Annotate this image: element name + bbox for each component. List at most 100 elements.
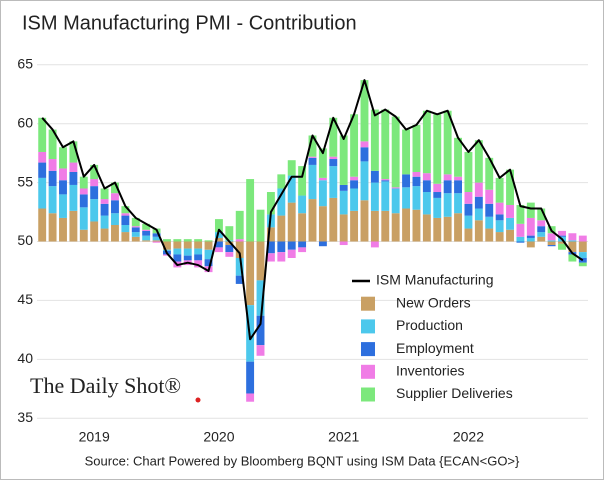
legend-swatch — [361, 296, 375, 311]
bar-segment — [547, 245, 556, 247]
y-tick-label: 35 — [17, 409, 33, 425]
legend-swatch — [361, 342, 375, 357]
bar-segment — [526, 217, 535, 236]
bar-segment — [568, 241, 577, 253]
bar-segment — [308, 199, 317, 242]
bar-segment — [464, 215, 473, 229]
watermark: The Daily Shot® — [30, 373, 181, 398]
bar-segment — [214, 241, 223, 248]
bar-segment — [287, 202, 296, 242]
bar-segment — [246, 393, 255, 402]
bar-segment — [246, 241, 255, 306]
bar-segment — [495, 214, 504, 221]
legend-label: Production — [396, 317, 463, 333]
legend-label: Supplier Deliveries — [396, 385, 513, 401]
bar-segment — [121, 213, 130, 216]
bar-segment — [318, 177, 327, 181]
bar-segment — [516, 236, 525, 242]
bar-segment — [298, 241, 307, 248]
bar-segment — [422, 173, 431, 181]
bar-segment — [318, 241, 327, 247]
bar-segment — [318, 148, 327, 178]
bar-segment — [38, 117, 47, 152]
bar-segment — [381, 109, 390, 180]
bar-segment — [391, 213, 400, 242]
x-tick-label: 2020 — [203, 429, 234, 445]
bar-segment — [339, 135, 348, 185]
bar-segment — [38, 208, 47, 242]
bar-segment — [558, 230, 566, 236]
bar-segment — [370, 182, 379, 211]
bar-segment — [235, 257, 244, 276]
lines — [41, 79, 584, 341]
line — [41, 79, 584, 341]
bar-segment — [183, 248, 192, 256]
bar-segment — [131, 227, 140, 233]
bar-segment — [578, 257, 587, 263]
bar-segment — [422, 192, 431, 215]
bar-segment — [48, 129, 57, 160]
bar-segment — [204, 241, 213, 250]
bar-segment — [537, 208, 546, 221]
bar-segment — [350, 210, 359, 242]
bar-segment — [443, 180, 452, 194]
bar-segment — [381, 180, 390, 182]
bar-segment — [474, 140, 483, 183]
bar-segment — [59, 194, 67, 218]
bar-segment — [204, 249, 213, 260]
bar-segment — [277, 215, 286, 242]
bar-segment — [131, 232, 140, 237]
bar-segment — [100, 188, 109, 200]
bar-segment — [537, 236, 546, 242]
bar-segment — [578, 262, 587, 267]
bar-segment — [339, 190, 348, 215]
bar-segment — [266, 227, 275, 242]
bar-segment — [308, 157, 317, 165]
bar-segment — [568, 233, 577, 241]
bar-segment — [474, 220, 483, 242]
bar-segment — [121, 232, 130, 242]
bar-segment — [277, 252, 286, 262]
bar-segment — [235, 241, 244, 258]
bar-segment — [558, 241, 566, 244]
bar-segment — [578, 252, 587, 258]
bar-segment — [204, 259, 213, 267]
bar-segment — [558, 243, 566, 250]
bar-segment — [225, 252, 234, 257]
bar-segment — [79, 188, 88, 195]
bar-segment — [370, 210, 379, 242]
bar-segment — [433, 114, 442, 184]
bar-segment — [90, 199, 99, 222]
bar-segment — [308, 156, 317, 158]
bar-segment — [495, 202, 504, 215]
y-tick-label: 40 — [17, 350, 33, 366]
legend-label: New Orders — [396, 294, 471, 310]
bar-segment — [516, 204, 525, 224]
bar-segment — [246, 179, 255, 242]
bar-segment — [526, 235, 535, 238]
bar-segment — [360, 161, 369, 201]
bar-segment — [100, 203, 109, 216]
y-tick-label: 55 — [17, 173, 33, 189]
bar-segment — [329, 197, 338, 242]
bar-segment — [360, 80, 369, 142]
bar-segment — [506, 169, 514, 205]
bar-segment — [412, 171, 421, 177]
bar-segment — [79, 207, 88, 230]
bar-segment — [433, 197, 442, 218]
bar-segment — [79, 176, 88, 189]
bar-segment — [163, 239, 171, 242]
bar-segment — [194, 248, 203, 255]
bar-segment — [90, 186, 99, 200]
legend-label: ISM Manufacturing — [376, 272, 494, 288]
bar-segment — [433, 217, 442, 242]
bar-segment — [474, 182, 483, 197]
bar-segment — [194, 260, 203, 268]
bar-segment — [48, 170, 57, 187]
bar-segment — [298, 247, 307, 253]
bar-segment — [568, 240, 577, 242]
bar-segment — [69, 141, 78, 163]
bar-segment — [422, 180, 431, 193]
bar-segment — [454, 176, 462, 181]
bar-segment — [48, 213, 57, 242]
